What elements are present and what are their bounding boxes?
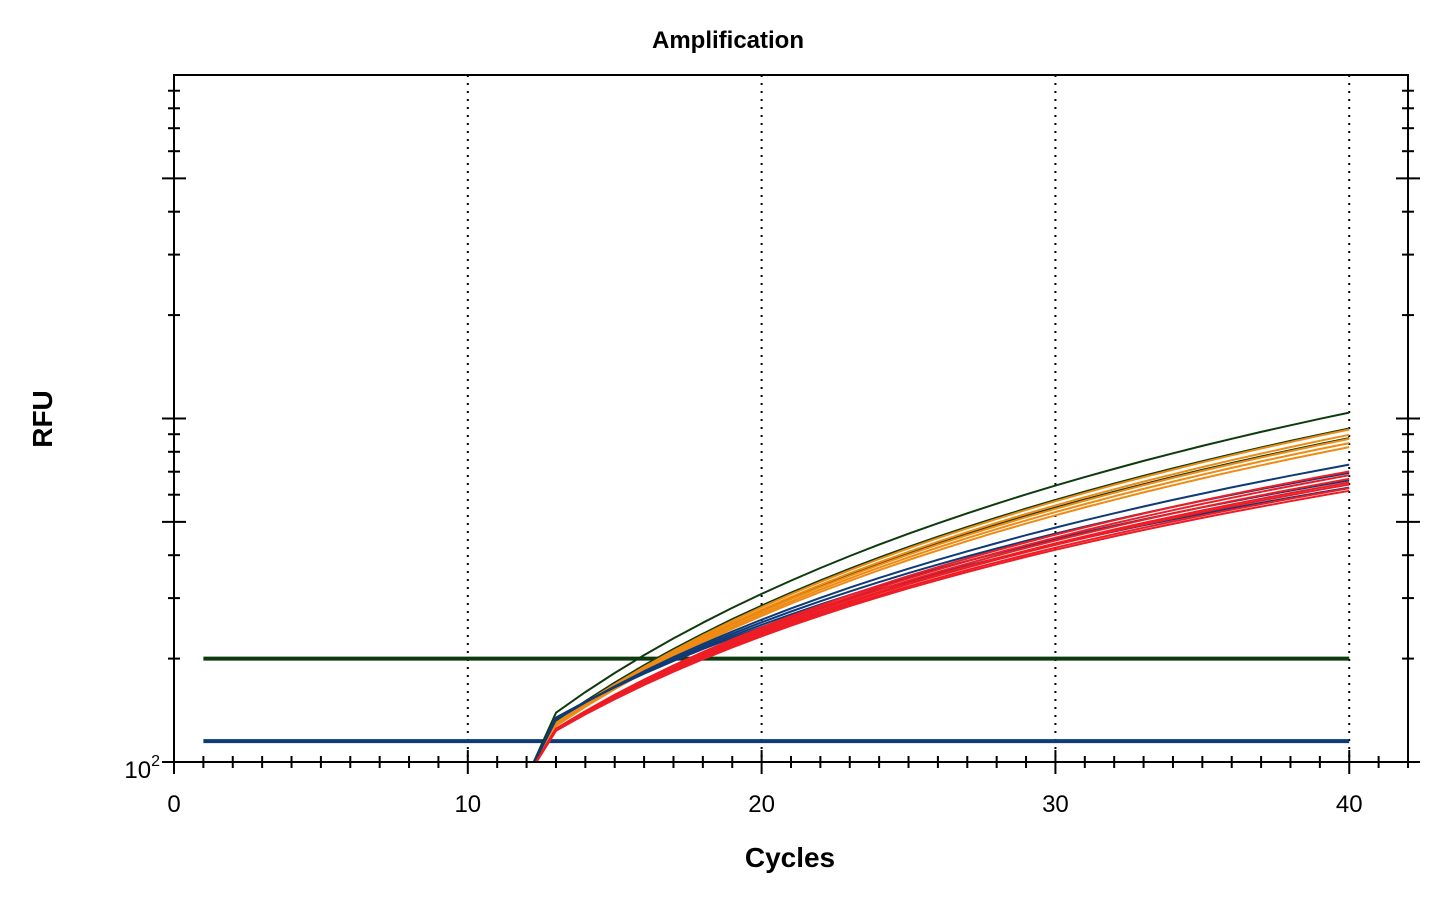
curve-orange-3[interactable] [527,437,1350,778]
curve-orange-2[interactable] [527,433,1350,778]
curve-red-1[interactable] [527,470,1350,778]
curve-red-4[interactable] [527,481,1350,778]
curve-blue-2[interactable] [527,471,1350,778]
curve-red-6[interactable] [527,487,1350,778]
x-tick-label: 40 [1336,791,1363,818]
x-axis-label: Cycles [745,842,835,873]
curve-green-1[interactable] [527,411,1350,778]
x-tick-label: 30 [1042,791,1069,818]
curve-blue-3[interactable] [527,479,1350,777]
y-tick-label: 102 [124,753,160,784]
curve-blue-4[interactable] [527,486,1350,778]
curve-orange-4[interactable] [527,442,1350,778]
plot-frame [173,74,1409,763]
curve-blue-1[interactable] [527,463,1350,778]
x-tick-label: 0 [167,791,180,818]
curve-red-2[interactable] [527,474,1350,778]
y-axis-label: RFU [27,390,58,448]
curve-orange-1[interactable] [527,428,1350,778]
curve-green-2[interactable] [527,427,1350,778]
plot-area [203,411,1350,778]
curve-red-7[interactable] [527,489,1350,778]
curve-red-5[interactable] [527,483,1350,778]
x-tick-label: 20 [748,791,775,818]
chart-title: Amplification [652,27,804,54]
x-tick-label: 10 [454,791,481,818]
